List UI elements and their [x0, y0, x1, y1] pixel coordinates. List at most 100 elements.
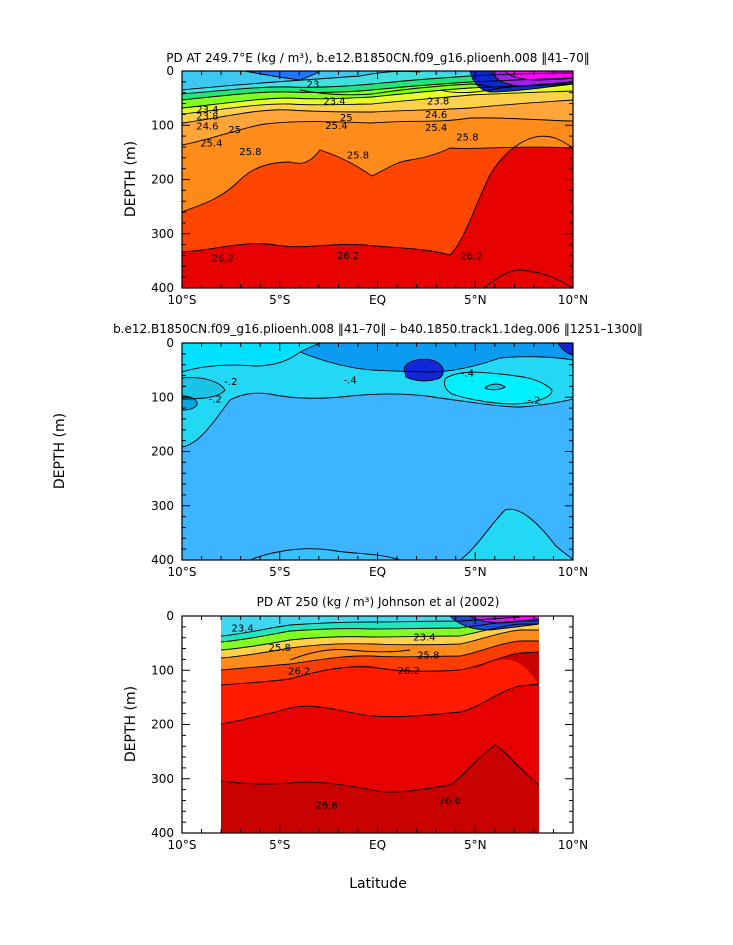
p2-contour-label: -.4 [461, 368, 474, 379]
p1-contour-label: 23.8 [427, 96, 449, 107]
p2-contour-bottom-mid [249, 548, 401, 560]
p2-low-corner [558, 343, 573, 355]
p3-contours [220, 616, 540, 793]
p2-ytick-label: 100 [151, 390, 174, 404]
p3-ytick-label: 200 [151, 718, 174, 732]
p3-contour-25-4 [220, 629, 539, 659]
p2-pool-left-outer [182, 377, 225, 399]
p2-xtick-label: 10°N [558, 565, 588, 579]
p2-ytick-label: 200 [151, 445, 174, 459]
p1-contour-24-2 [182, 83, 573, 109]
p3-contour-26-4 [220, 683, 540, 725]
p1-contour-23-6 [439, 81, 573, 94]
p2-ytick-label: 300 [151, 499, 174, 513]
p3-xtick-label: 10°S [168, 838, 197, 852]
p3-xtick-label: EQ [369, 838, 386, 852]
p2-contour-label: -.4 [344, 375, 357, 386]
p3-contour-label: 23.4 [413, 633, 435, 644]
p2-ytick-label: 400 [151, 553, 174, 567]
p2-contour-minus-0-2-left [182, 377, 226, 400]
p1-xtick-label: EQ [369, 293, 386, 307]
p1-contour-label: 25.8 [239, 147, 261, 158]
p1-contour-label: 25.4 [425, 123, 447, 134]
p1-contour-25 [182, 99, 573, 124]
p1-contour-label: 26.2 [337, 251, 359, 262]
p1-low-left [245, 71, 320, 80]
p1-xtick-label: 5°S [269, 293, 290, 307]
p1-axes: 10°S 5°S EQ 5°N 10°N 0 100 200 300 400 [151, 64, 588, 307]
p1-contour-label: 25.8 [347, 151, 369, 162]
p1-contour-21 [504, 71, 573, 81]
p1-contour-22 [469, 71, 573, 93]
p2-contour-bottom-right [459, 508, 573, 560]
p3-contour-23-8 [220, 620, 539, 643]
p1-band-23 [182, 71, 470, 90]
p1-xtick-label: 10°S [168, 293, 197, 307]
p1-contour-label: 23.4 [196, 105, 218, 116]
p1-xtick-label: 10°N [558, 293, 588, 307]
p3-ylabel: DEPTH (m) [123, 686, 139, 762]
p2-ylabel: DEPTH (m) [52, 413, 68, 489]
p2-band-minus-0-2 [182, 343, 573, 447]
p3-axes: 10°S 5°S EQ 5°N 10°N 0 100 200 300 400 [151, 609, 588, 852]
panel-3: PD AT 250 (kg / m³) Johnson et al (2002) [151, 595, 588, 852]
p3-contour-label: 23.4 [231, 623, 253, 634]
p2-contours [182, 343, 573, 560]
p1-ytick-label: 200 [151, 173, 174, 187]
p2-contour-corner [557, 343, 573, 356]
p3-contour-25-8 [220, 640, 539, 671]
p1-contour-label: 25.4 [200, 139, 222, 150]
p3-contour-24-6 [220, 623, 539, 651]
p1-contour-24 [299, 83, 493, 96]
p1-contour-label: 26.2 [460, 251, 482, 262]
p1-contour-label: 23.8 [196, 112, 218, 123]
p2-xtick-label: 5°N [464, 565, 487, 579]
p2-contour-minus-0-6 [182, 392, 573, 448]
p3-contour-label: 26.6 [316, 800, 338, 811]
p3-contour-label: 26.2 [398, 666, 420, 677]
panel-1: PD AT 249.7°E (kg / m³), b.e12.B1850CN.f… [151, 51, 590, 307]
p3-ytick-label: 300 [151, 772, 174, 786]
p1-contour-label: 25.4 [325, 121, 347, 132]
p2-bottom-mid [250, 548, 400, 560]
p2-contour-minus-0-6-center [403, 358, 444, 382]
p3-contour-label: 25.8 [417, 651, 439, 662]
p3-band-26-4 [221, 659, 539, 724]
p1-ytick-label: 300 [151, 227, 174, 241]
p3-contour-label: 26.6 [439, 796, 461, 807]
p1-contour-label: 24.6 [425, 110, 447, 121]
panel-2-fill [182, 343, 573, 560]
p3-xtick-label: 5°N [464, 838, 487, 852]
p2-contour-labels: -.4-.4-.2-.2 -.2 [209, 368, 541, 406]
p3-ytick-label: 100 [151, 663, 174, 677]
p2-pool-left-inner [182, 396, 198, 410]
p1-contour-23 [182, 71, 421, 91]
p2-xtick-label: 5°S [269, 565, 290, 579]
p1-contour-26-2 [482, 269, 573, 288]
p2-ytick-label: 0 [166, 336, 174, 350]
panel-3-title: PD AT 250 (kg / m³) Johnson et al (2002) [257, 595, 500, 609]
p2-contour-label: -.2 [209, 394, 222, 405]
p1-contour-label: 25 [228, 125, 241, 136]
p3-magenta [500, 616, 539, 620]
p2-contour-minus-0-2-right [444, 371, 553, 405]
p3-contour-26-6 [220, 744, 540, 793]
p3-contour-label: 26.2 [288, 666, 310, 677]
p1-contour-label: 23 [307, 80, 320, 91]
p2-contour-minus-0-4 [182, 351, 573, 373]
p2-band-minus-0-4 [300, 343, 573, 372]
p2-contour-label: -.2 [527, 395, 540, 406]
p3-xtick-label: 10°N [558, 838, 588, 852]
p3-contour-26-2 [220, 651, 540, 686]
p1-contour-25-8 [182, 146, 573, 213]
p2-contour-label: -.2 [224, 377, 237, 388]
p1-contour-label: 23.4 [323, 96, 345, 107]
p1-contour-26-2-upper [182, 135, 573, 256]
p1-contour-label: 24.6 [196, 121, 218, 132]
x-axis-title: Latitude [349, 876, 407, 892]
p1-contour-23-8 [182, 77, 573, 101]
p1-contours [182, 71, 573, 288]
p2-contour-0-right [484, 383, 506, 391]
